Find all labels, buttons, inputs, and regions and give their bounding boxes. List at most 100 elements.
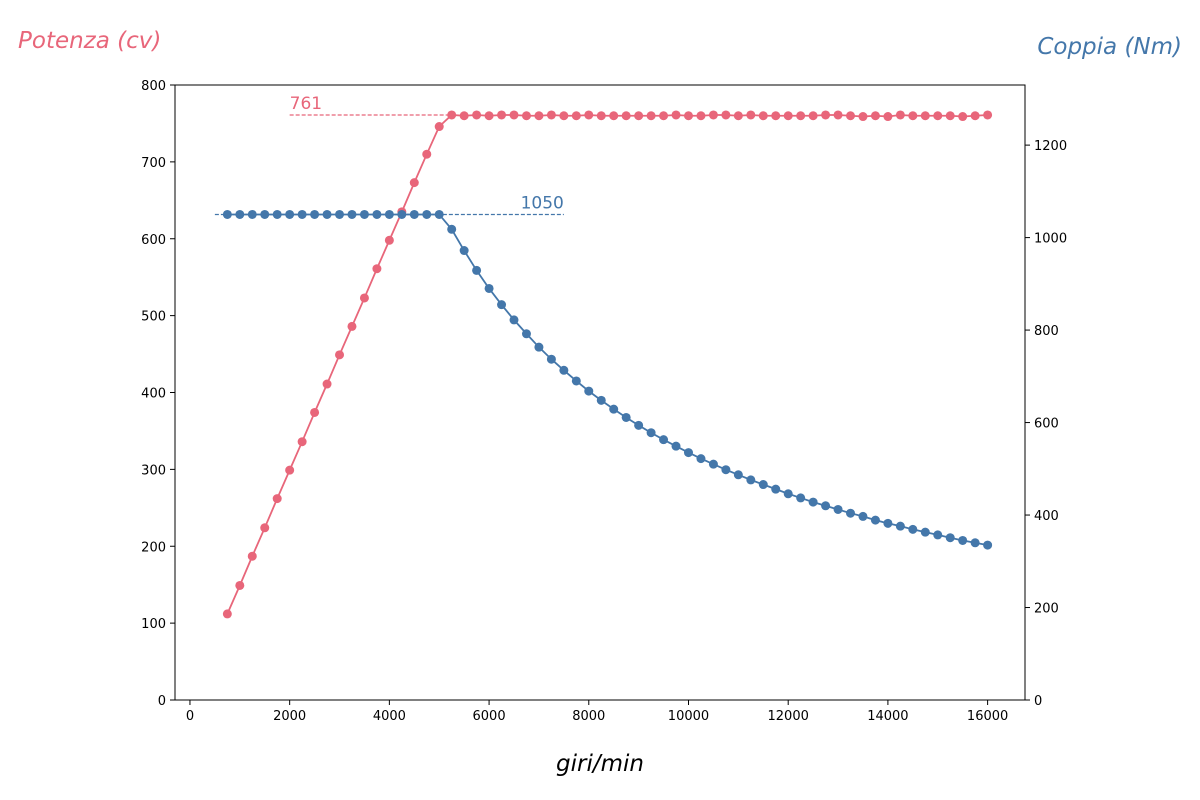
power-data-point bbox=[958, 112, 967, 121]
torque-data-point bbox=[347, 210, 356, 219]
power-data-point bbox=[659, 111, 668, 120]
power-data-point bbox=[298, 437, 307, 446]
power-data-point bbox=[771, 111, 780, 120]
power-data-point bbox=[372, 264, 381, 273]
torque-data-point bbox=[834, 505, 843, 514]
power-data-point bbox=[921, 111, 930, 120]
power-data-point bbox=[834, 110, 843, 119]
power-data-point bbox=[385, 236, 394, 245]
torque-data-point bbox=[510, 315, 519, 324]
power-data-point bbox=[933, 111, 942, 120]
torque-data-point bbox=[497, 300, 506, 309]
power-data-point bbox=[248, 552, 257, 561]
torque-series-line bbox=[227, 214, 987, 545]
torque-data-point bbox=[883, 519, 892, 528]
torque-data-point bbox=[360, 210, 369, 219]
power-data-point bbox=[534, 111, 543, 120]
torque-data-point bbox=[447, 225, 456, 234]
x-tick-label: 6000 bbox=[473, 709, 506, 724]
power-data-point bbox=[360, 293, 369, 302]
power-data-point bbox=[460, 111, 469, 120]
torque-data-point bbox=[547, 355, 556, 364]
power-data-point bbox=[285, 466, 294, 475]
torque-data-point bbox=[734, 470, 743, 479]
torque-data-point bbox=[223, 210, 232, 219]
left-y-tick-label: 500 bbox=[141, 310, 166, 325]
x-tick-label: 0 bbox=[186, 709, 194, 724]
power-data-point bbox=[647, 111, 656, 120]
power-data-point bbox=[796, 111, 805, 120]
power-data-point bbox=[472, 110, 481, 119]
right-y-tick-label: 1200 bbox=[1034, 139, 1067, 154]
power-data-point bbox=[310, 408, 319, 417]
torque-data-point bbox=[323, 210, 332, 219]
power-data-point bbox=[784, 111, 793, 120]
x-tick-label: 16000 bbox=[967, 709, 1008, 724]
torque-data-point bbox=[559, 366, 568, 375]
right-y-tick-label: 0 bbox=[1034, 694, 1042, 709]
torque-data-point bbox=[534, 343, 543, 352]
power-data-point bbox=[696, 111, 705, 120]
power-data-point bbox=[871, 111, 880, 120]
power-data-point bbox=[734, 111, 743, 120]
power-data-point bbox=[323, 380, 332, 389]
power-data-point bbox=[559, 111, 568, 120]
power-data-point bbox=[335, 350, 344, 359]
power-data-point bbox=[510, 110, 519, 119]
torque-data-point bbox=[983, 541, 992, 550]
left-y-tick-label: 700 bbox=[141, 156, 166, 171]
power-data-point bbox=[622, 111, 631, 120]
left-y-tick-label: 600 bbox=[141, 233, 166, 248]
power-data-point bbox=[908, 111, 917, 120]
power-data-point bbox=[410, 178, 419, 187]
right-y-tick-label: 600 bbox=[1034, 417, 1059, 432]
torque-data-point bbox=[871, 516, 880, 525]
torque-data-point bbox=[298, 210, 307, 219]
torque-data-point bbox=[572, 376, 581, 385]
annotation-label: 1050 bbox=[521, 193, 564, 213]
power-data-point bbox=[684, 111, 693, 120]
power-data-point bbox=[821, 110, 830, 119]
power-data-point bbox=[946, 111, 955, 120]
torque-data-point bbox=[273, 210, 282, 219]
x-tick-label: 10000 bbox=[668, 709, 709, 724]
torque-data-point bbox=[672, 442, 681, 451]
left-y-tick-label: 100 bbox=[141, 617, 166, 632]
torque-data-point bbox=[622, 413, 631, 422]
power-data-point bbox=[235, 581, 244, 590]
torque-data-point bbox=[896, 522, 905, 531]
torque-data-point bbox=[410, 210, 419, 219]
power-data-point bbox=[672, 110, 681, 119]
power-data-point bbox=[634, 111, 643, 120]
torque-data-point bbox=[485, 284, 494, 293]
torque-data-point bbox=[921, 528, 930, 537]
torque-data-point bbox=[435, 210, 444, 219]
power-data-point bbox=[759, 111, 768, 120]
power-data-point bbox=[809, 111, 818, 120]
left-y-tick-label: 200 bbox=[141, 540, 166, 555]
torque-data-point bbox=[771, 485, 780, 494]
torque-data-point bbox=[684, 448, 693, 457]
power-data-point bbox=[522, 111, 531, 120]
torque-data-point bbox=[285, 210, 294, 219]
torque-data-point bbox=[235, 210, 244, 219]
power-data-point bbox=[273, 494, 282, 503]
power-data-point bbox=[447, 110, 456, 119]
power-data-point bbox=[709, 110, 718, 119]
power-data-point bbox=[485, 111, 494, 120]
power-data-point bbox=[422, 150, 431, 159]
torque-data-point bbox=[759, 480, 768, 489]
power-data-point bbox=[597, 111, 606, 120]
plot-area: 0 2000 4000 6000 8000 10000 12000 14000 16000010… bbox=[141, 79, 1067, 724]
power-data-point bbox=[846, 111, 855, 120]
power-data-point bbox=[858, 112, 867, 121]
power-data-point bbox=[721, 110, 730, 119]
torque-data-point bbox=[709, 460, 718, 469]
left-y-tick-label: 400 bbox=[141, 387, 166, 402]
torque-data-point bbox=[846, 509, 855, 518]
right-y-tick-label: 400 bbox=[1034, 509, 1059, 524]
torque-data-point bbox=[609, 405, 618, 414]
torque-data-point bbox=[946, 533, 955, 542]
torque-data-point bbox=[721, 465, 730, 474]
